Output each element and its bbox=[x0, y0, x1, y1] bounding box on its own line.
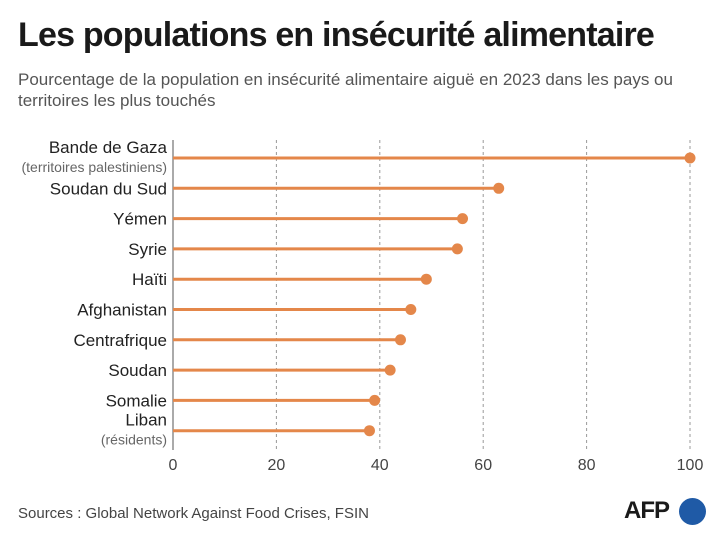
data-point bbox=[420, 273, 432, 285]
afp-logo: AFP bbox=[624, 495, 708, 527]
chart-title: Les populations en insécurité alimentair… bbox=[18, 16, 655, 54]
x-tick-label: 80 bbox=[578, 457, 596, 474]
data-point bbox=[369, 394, 381, 406]
category-label: Haïti bbox=[132, 270, 167, 289]
chart-svg: 0 20 40 60 80 100 Bande de Gaza (territoires pa… bbox=[22, 138, 704, 474]
x-tick-label: 0 bbox=[169, 457, 178, 474]
chart-subtitle: Pourcentage de la population en insécuri… bbox=[18, 70, 673, 110]
afp-logo-text: AFP bbox=[624, 497, 670, 524]
x-tick-label: 20 bbox=[268, 457, 286, 474]
category-label: Centrafrique bbox=[73, 331, 167, 350]
x-tick-label: 40 bbox=[371, 457, 389, 474]
data-point bbox=[684, 152, 696, 164]
category-label: Syrie bbox=[128, 240, 167, 259]
data-point bbox=[384, 364, 396, 376]
category-label: Somalie bbox=[106, 391, 167, 410]
category-label: Afghanistan bbox=[77, 301, 167, 320]
data-point bbox=[394, 334, 406, 346]
category-label: Yémen bbox=[113, 210, 167, 229]
category-label: Bande de Gaza bbox=[49, 138, 168, 157]
category-sublabel: (résidents) bbox=[101, 432, 167, 448]
afp-dot-icon bbox=[679, 498, 706, 525]
category-label: Soudan du Sud bbox=[50, 179, 167, 198]
data-point bbox=[493, 182, 505, 194]
category-label: Liban bbox=[125, 411, 167, 430]
source-note: Sources : Global Network Against Food Cr… bbox=[18, 505, 369, 522]
category-label: Soudan bbox=[108, 361, 167, 380]
category-sublabel: (territoires palestiniens) bbox=[22, 159, 168, 175]
x-tick-label: 60 bbox=[474, 457, 492, 474]
lollipop-chart: 0 20 40 60 80 100 Bande de Gaza (territoires pa… bbox=[0, 130, 719, 482]
data-point bbox=[363, 425, 375, 437]
data-point bbox=[451, 243, 463, 255]
data-point bbox=[457, 213, 469, 225]
data-point bbox=[405, 304, 417, 315]
x-tick-label: 100 bbox=[677, 457, 704, 474]
